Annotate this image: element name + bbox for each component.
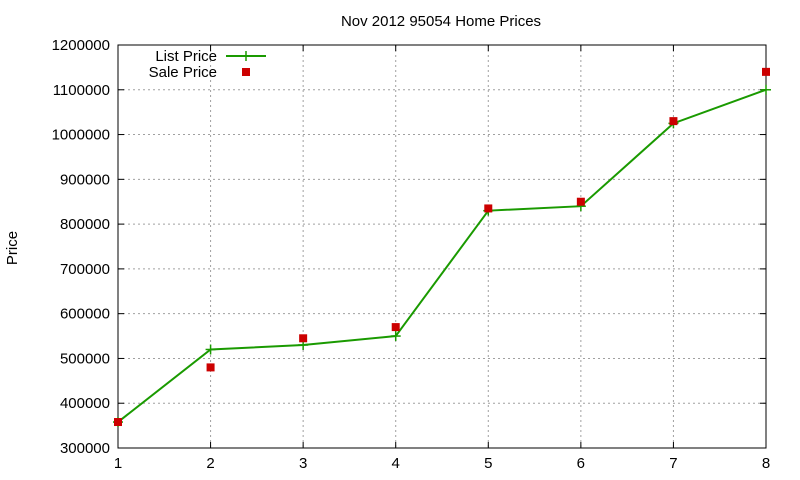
x-tick-label: 4 [392, 455, 400, 472]
y-tick-label: 300000 [60, 440, 110, 457]
series-layer [113, 67, 771, 428]
legend-plus-marker [241, 51, 251, 61]
y-tick-label: 400000 [60, 395, 110, 412]
chart-title: Nov 2012 95054 Home Prices [341, 13, 541, 30]
x-tick-labels: 1 2 3 4 5 6 7 8 [114, 455, 770, 472]
sale-price-point [206, 363, 215, 372]
y-axis-label: Price [4, 231, 21, 265]
list-price-series [113, 84, 771, 428]
legend-label: Sale Price [149, 64, 217, 81]
y-tick-label: 1000000 [52, 127, 110, 144]
y-tick-label: 1200000 [52, 37, 110, 54]
sale-price-point [299, 334, 308, 343]
legend-label: List Price [155, 48, 217, 65]
sale-price-point [762, 67, 770, 76]
sale-price-point [391, 323, 400, 332]
x-tick-label: 7 [669, 455, 677, 472]
grid-lines [117, 44, 767, 449]
y-tick-label: 900000 [60, 171, 110, 188]
plot-frame [117, 44, 767, 449]
y-tick-labels: 300000 400000 500000 600000 700000 800000 9000… [52, 37, 110, 457]
x-tick-label: 3 [299, 455, 307, 472]
legend-square-marker [242, 68, 250, 76]
list-price-point [761, 84, 771, 95]
x-tick-label: 2 [206, 455, 214, 472]
x-tick-label: 6 [577, 455, 585, 472]
x-tick-label: 5 [484, 455, 492, 472]
sale-price-point [484, 204, 493, 213]
list-price-point [390, 331, 401, 342]
list-price-line [117, 88, 767, 423]
x-tick-label: 1 [114, 455, 122, 472]
sale-price-point [576, 197, 585, 206]
list-price-point [205, 344, 216, 355]
sale-price-point [114, 418, 122, 427]
y-tick-label: 500000 [60, 350, 110, 367]
y-tick-label: 1100000 [53, 82, 110, 99]
sale-price-point [669, 117, 678, 126]
y-tick-label: 600000 [60, 306, 110, 323]
x-tick-label: 8 [762, 455, 770, 472]
sale-price-series [114, 67, 770, 427]
y-tick-label: 800000 [60, 216, 110, 233]
y-tick-label: 700000 [60, 261, 110, 278]
